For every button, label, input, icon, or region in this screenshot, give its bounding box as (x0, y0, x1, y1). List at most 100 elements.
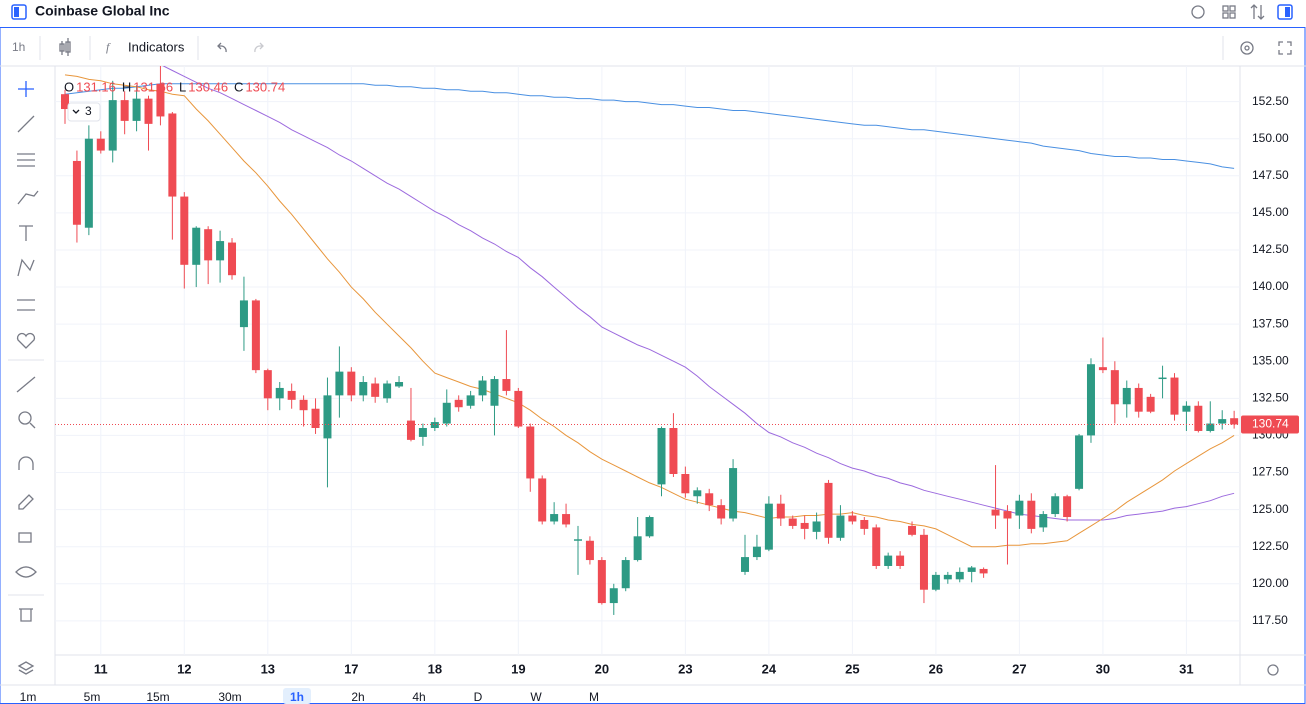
candle-body (263, 370, 272, 399)
indicators-button[interactable]: Indicators (128, 39, 185, 54)
text-tool[interactable] (19, 225, 33, 241)
candle-body (418, 428, 427, 437)
timeframe[interactable]: W (530, 690, 542, 704)
candle-body (204, 229, 213, 261)
crosshair-tool[interactable] (18, 81, 34, 97)
candle-body (884, 555, 893, 566)
layout-icon[interactable] (1222, 5, 1229, 12)
layout-icon-part (1229, 12, 1236, 19)
ruler-tool[interactable] (16, 376, 36, 393)
candle-body (299, 399, 308, 411)
lock-tool[interactable] (18, 532, 32, 543)
panel-icon[interactable] (11, 4, 27, 20)
timeframe[interactable]: D (474, 690, 483, 704)
settings-icon[interactable] (1240, 41, 1254, 55)
candle-body (466, 395, 475, 406)
refresh-icon[interactable] (1191, 5, 1205, 19)
undo-icon[interactable] (217, 42, 227, 53)
indicator-toggle[interactable] (67, 102, 101, 122)
favorites-tool[interactable] (16, 332, 36, 349)
delete-tool[interactable] (19, 608, 33, 622)
trend-line-tool[interactable] (17, 115, 35, 133)
candle-body (1170, 377, 1179, 415)
grid (55, 66, 1240, 655)
fullscreen-icon[interactable] (1278, 41, 1292, 55)
range-tool[interactable] (17, 299, 35, 311)
candle-body (943, 574, 952, 580)
candle-body (1027, 500, 1036, 529)
candle-body (1003, 511, 1012, 519)
candle-body (239, 300, 248, 328)
candle-body (836, 515, 845, 538)
visibility-tool[interactable] (15, 566, 37, 578)
zoom-tool[interactable] (18, 411, 32, 425)
candle-body (776, 503, 785, 519)
interval[interactable]: 1h (12, 40, 25, 54)
candle-body (502, 379, 511, 391)
timeframe[interactable]: 2h (351, 690, 364, 704)
timeframe[interactable]: 4h (412, 690, 425, 704)
redo-icon[interactable] (254, 42, 264, 53)
timeframe[interactable]: 30m (218, 690, 241, 704)
sort-icon[interactable] (1250, 4, 1265, 20)
timeframe-highlight (283, 688, 311, 704)
candle-body (514, 390, 523, 427)
candle-body (979, 568, 988, 574)
y-tick-label: 117.50 (1252, 613, 1288, 627)
x-tick-label: 13 (261, 661, 275, 676)
candle-body (621, 560, 630, 589)
candle-body (1230, 418, 1239, 425)
axis-settings-icon[interactable] (1267, 664, 1279, 676)
candle-body (1086, 364, 1095, 436)
candle-body (597, 560, 606, 604)
candle-body (454, 399, 463, 408)
candle-body (729, 468, 738, 519)
candle-type-icon[interactable] (61, 38, 69, 56)
x-tick-label: 25 (845, 661, 859, 676)
candle-body (180, 196, 189, 265)
sidebar-icon[interactable] (1277, 4, 1293, 20)
ohlc-label: C (234, 79, 243, 94)
candle-body (323, 395, 332, 439)
candle-body (132, 98, 141, 121)
lock-drawing-tool[interactable] (18, 494, 34, 510)
timeframe[interactable]: 5m (84, 690, 101, 704)
candle-body (1182, 405, 1191, 412)
settings-icon-part (1244, 45, 1250, 51)
indicator-count: 3 (85, 104, 92, 118)
candle-body (1194, 405, 1203, 431)
moving-average (162, 66, 1235, 521)
magnet-tool[interactable] (18, 456, 34, 470)
pattern-tool[interactable] (17, 190, 39, 205)
y-tick-label: 142.50 (1252, 242, 1289, 256)
candle-body (120, 100, 129, 121)
timeframe[interactable]: M (589, 690, 599, 704)
x-tick-label: 27 (1012, 661, 1026, 676)
candle-body (669, 428, 678, 474)
candle-body (573, 539, 582, 541)
y-tick-label: 127.50 (1252, 465, 1289, 479)
xabcd-tool[interactable] (17, 258, 35, 277)
candle-body (896, 555, 905, 566)
candle-body (657, 428, 666, 485)
title: Coinbase Global Inc (35, 3, 170, 19)
timeframe[interactable]: 15m (146, 690, 169, 704)
candle-body (908, 525, 917, 535)
timeframe[interactable]: 1m (20, 690, 37, 704)
candle-body (1134, 387, 1143, 412)
candle-body (371, 383, 380, 397)
timeframe[interactable]: 1h (290, 690, 304, 704)
candle-body (72, 160, 81, 225)
candle-body (550, 514, 559, 522)
candle-body (61, 94, 69, 110)
candle-body (228, 242, 237, 276)
candle-body (1146, 396, 1155, 412)
y-tick-label: 132.50 (1252, 391, 1289, 405)
fib-tool[interactable] (17, 153, 35, 167)
object-tree-icon[interactable] (17, 661, 35, 675)
candle-body (955, 571, 964, 580)
candle-body (1039, 514, 1048, 528)
candle-body (108, 100, 117, 151)
ohlc-value: 130.46 (188, 79, 228, 94)
